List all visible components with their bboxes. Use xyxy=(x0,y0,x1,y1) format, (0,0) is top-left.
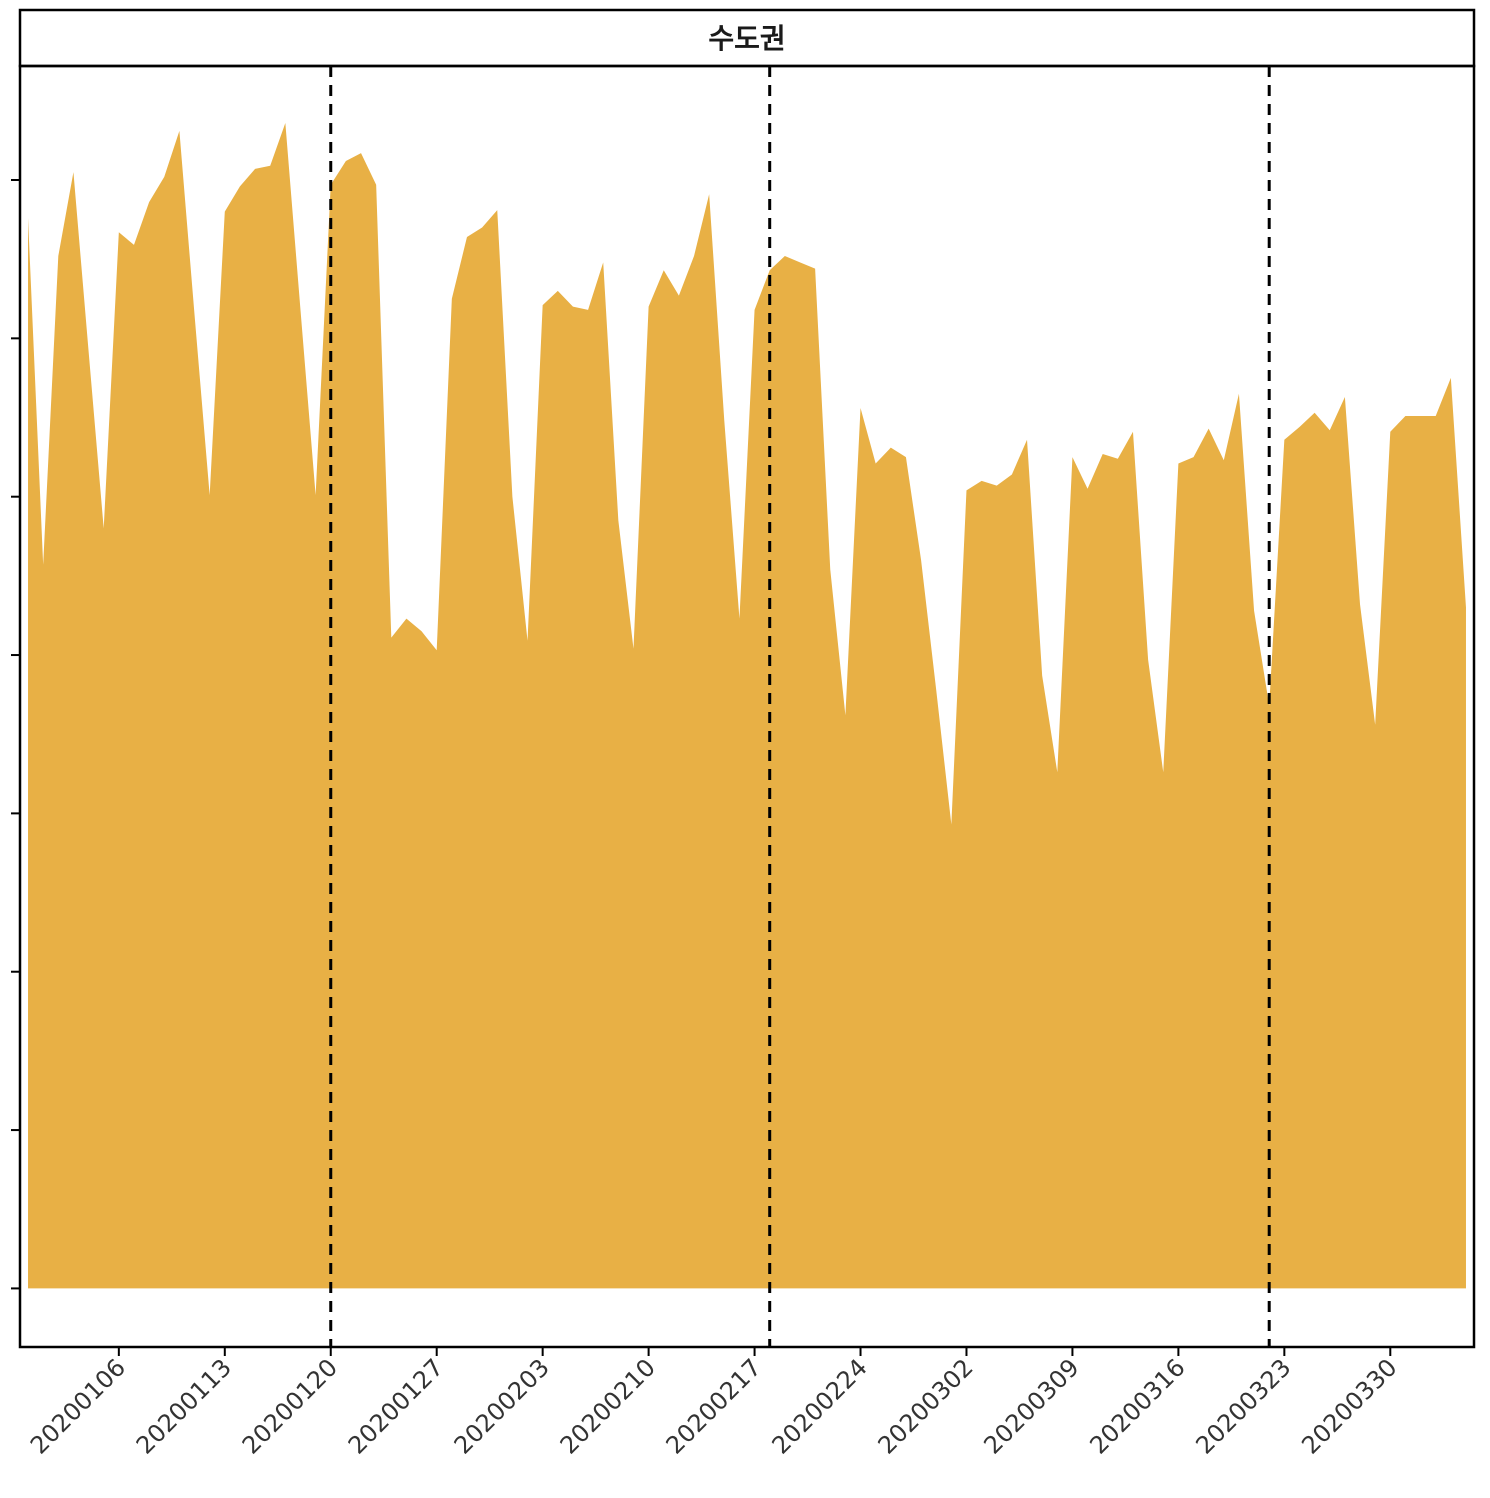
panel-border xyxy=(18,64,1476,1349)
x-tick-label: 20200127 xyxy=(343,1353,449,1459)
strip xyxy=(18,8,1476,68)
x-tick-label: 20200224 xyxy=(767,1353,873,1459)
x-tick-label: 20200330 xyxy=(1296,1353,1402,1459)
x-tick-label: 20200323 xyxy=(1190,1353,1296,1459)
x-tick-label: 20200316 xyxy=(1084,1353,1190,1459)
x-tick-label: 20200203 xyxy=(449,1353,555,1459)
plot: 20200106 20200113 20200120 20200127 20200203… xyxy=(11,66,1466,1460)
x-tick-label: 20200120 xyxy=(237,1353,343,1459)
chart-title: 수도권 xyxy=(708,22,785,55)
x-tick-label: 20200302 xyxy=(873,1353,979,1459)
x-tick-label: 20200217 xyxy=(661,1353,767,1459)
x-tick-label: 20200309 xyxy=(978,1353,1084,1459)
x-tick-label: 20200106 xyxy=(25,1353,131,1459)
x-tick-label: 20200113 xyxy=(131,1353,237,1459)
area xyxy=(28,123,1466,1289)
x-tick-label: 20200210 xyxy=(555,1353,661,1459)
